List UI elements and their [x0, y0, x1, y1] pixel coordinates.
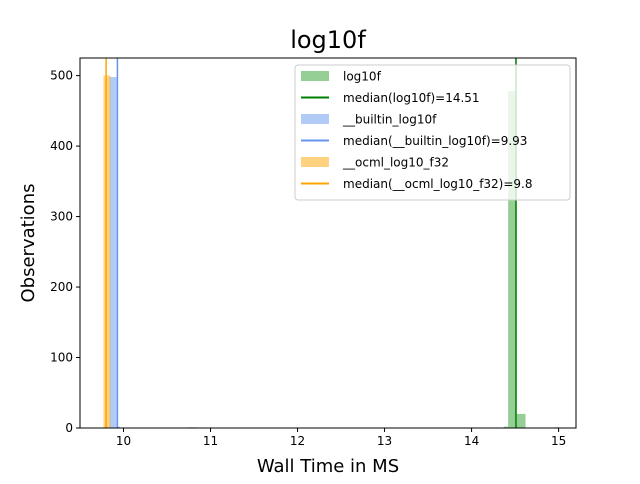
legend-patch-builtin-log10f: [301, 114, 329, 124]
y-tick-label: 100: [50, 351, 73, 365]
y-tick-label: 500: [50, 69, 73, 83]
legend-label-log10f: log10f: [343, 70, 382, 84]
bar-log10f: [508, 91, 517, 428]
x-axis-label: Wall Time in MS: [257, 456, 399, 477]
legend-frame: [294, 64, 571, 201]
legend-label-builtin-log10f: __builtin_log10f: [342, 113, 437, 127]
x-tick-label: 10: [116, 434, 131, 448]
x-tick-label: 13: [377, 434, 392, 448]
bar-log10f: [503, 426, 509, 428]
x-tick-label: 12: [290, 434, 305, 448]
bar-log10f: [516, 413, 526, 428]
y-tick-label: 300: [50, 210, 73, 224]
x-tick-label: 11: [203, 434, 218, 448]
bar-ocml-log10-f32: [103, 75, 111, 428]
x-tick-label: 15: [551, 434, 566, 448]
x-tick-label: 14: [464, 434, 479, 448]
legend-patch-log10f: [301, 71, 329, 81]
legend-label-median-log10f: median(log10f)=14.51: [343, 91, 480, 105]
y-tick-label: 0: [65, 421, 73, 435]
bar-builtin-log10f: [116, 426, 121, 428]
bar-builtin-log10f: [109, 77, 117, 429]
legend-label-median-builtin-log10f: median(__builtin_log10f)=9.93: [343, 134, 527, 148]
legend-label-median-ocml-log10-f32: median(__ocml_log10_f32)=9.8: [343, 177, 533, 191]
chart-title: log10f: [290, 26, 366, 54]
legend-label-ocml-log10-f32: __ocml_log10_f32: [342, 156, 449, 170]
y-axis-label: Observations: [18, 184, 39, 303]
y-tick-label: 400: [50, 139, 73, 153]
legend: log10f median(log10f)=14.51 __builtin_log1…: [294, 64, 571, 201]
legend-patch-ocml-log10-f32: [301, 157, 329, 167]
x-axis: 10 11 12 13 14 15: [116, 428, 566, 448]
y-axis: 0 100 200 300 400 500: [50, 69, 80, 435]
axes-frame: [79, 57, 577, 429]
y-tick-label: 200: [50, 280, 73, 294]
